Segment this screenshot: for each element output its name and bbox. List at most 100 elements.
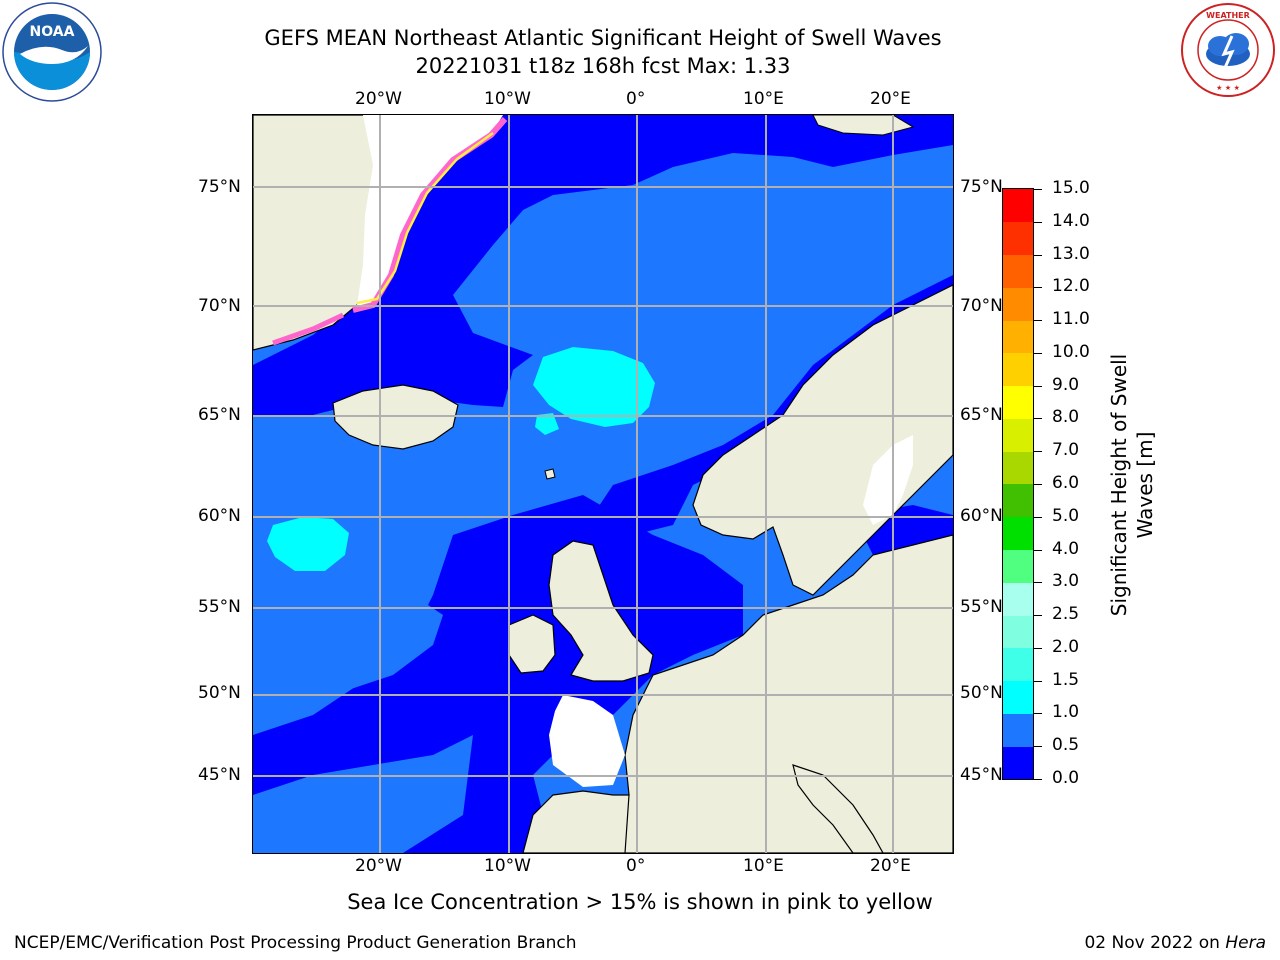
lon-label-top: 10°E (743, 89, 784, 109)
swell-cyan-patch (533, 347, 655, 427)
colorbar-segment (1003, 746, 1033, 780)
colorbar-tick-label: 9.0 (1052, 374, 1080, 395)
lon-label-top: 10°W (484, 89, 531, 109)
colorbar-segment (1003, 647, 1033, 682)
colorbar-segment (1003, 516, 1033, 551)
swell-low-zone (253, 495, 743, 853)
sea-ice-edge (356, 131, 494, 305)
lat-label-left: 55°N (198, 597, 241, 617)
colorbar-tick-label: 13.0 (1052, 243, 1090, 264)
lat-label-right: 65°N (960, 405, 1003, 425)
lon-label-bottom: 0° (626, 856, 646, 876)
colorbar (1002, 188, 1034, 780)
colorbar-tick (1034, 287, 1042, 289)
colorbar-tick (1034, 680, 1042, 682)
colorbar-tick-label: 4.0 (1052, 538, 1080, 559)
colorbar-tick (1034, 516, 1042, 518)
colorbar-tick-label: 2.0 (1052, 636, 1080, 657)
colorbar-tick-label: 15.0 (1052, 178, 1090, 198)
colorbar-tick-label: 12.0 (1052, 276, 1090, 297)
date-prefix: 02 Nov 2022 on (1084, 933, 1226, 953)
colorbar-title: Significant Height of Swell Waves [m] (1106, 354, 1158, 616)
colorbar-segment (1003, 680, 1033, 714)
swell-low-zone (433, 115, 953, 235)
lat-label-right: 75°N (960, 177, 1003, 197)
lat-label-right: 70°N (960, 296, 1003, 316)
land-italy (792, 764, 884, 853)
colorbar-segment (1003, 385, 1033, 419)
colorbar-segment (1003, 418, 1033, 452)
colorbar-tick (1034, 451, 1042, 453)
swell-cyan-patch (267, 517, 349, 571)
colorbar-tick-label: 5.0 (1052, 505, 1080, 526)
svg-text:WEATHER: WEATHER (1206, 11, 1250, 20)
colorbar-segment (1003, 582, 1033, 616)
colorbar-tick (1034, 484, 1042, 485)
colorbar-tick-label: 14.0 (1052, 210, 1090, 231)
colorbar-tick-label: 3.0 (1052, 571, 1080, 592)
land-ireland (508, 614, 556, 674)
colorbar-tick (1034, 549, 1042, 551)
no-data-region (549, 695, 625, 787)
colorbar-segment (1003, 352, 1033, 387)
colorbar-segment (1003, 254, 1033, 288)
swell-mid-zone (253, 595, 443, 715)
lon-label-top: 20°E (870, 89, 911, 109)
colorbar-tick (1034, 320, 1042, 322)
sea-ice-edge (272, 312, 345, 346)
lat-label-right: 55°N (960, 597, 1003, 617)
lat-label-left: 75°N (198, 177, 241, 197)
colorbar-tick (1034, 746, 1042, 748)
lon-label-bottom: 10°E (743, 856, 784, 876)
lon-label-top: 0° (626, 89, 646, 109)
lon-label-bottom: 20°W (355, 856, 402, 876)
colorbar-tick-label: 11.0 (1052, 309, 1090, 330)
map-panel (252, 114, 954, 854)
colorbar-tick (1034, 418, 1042, 420)
colorbar-segment (1003, 484, 1033, 518)
lat-label-right: 60°N (960, 506, 1003, 526)
land-faroe (544, 468, 556, 480)
colorbar-tick (1034, 779, 1042, 780)
colorbar-tick (1034, 221, 1042, 223)
colorbar-segment (1003, 287, 1033, 321)
lat-label-left: 70°N (198, 296, 241, 316)
colorbar-title-line: Waves [m] (1133, 431, 1157, 539)
no-data-region (863, 435, 913, 525)
colorbar-segment (1003, 615, 1033, 649)
swell-mid-zone (253, 735, 473, 853)
lat-label-left: 65°N (198, 405, 241, 425)
date-host: Hera (1225, 933, 1266, 953)
map-subtitle: 20221031 t18z 168h fcst Max: 1.33 (415, 54, 791, 78)
sea-ice-footnote: Sea Ice Concentration > 15% is shown in … (347, 890, 933, 914)
colorbar-segment (1003, 221, 1033, 256)
colorbar-segment (1003, 713, 1033, 747)
colorbar-segment (1003, 451, 1033, 485)
colorbar-tick (1034, 647, 1042, 649)
colorbar-segment (1003, 549, 1033, 583)
lon-label-bottom: 10°W (484, 856, 531, 876)
colorbar-tick (1034, 385, 1042, 387)
date-stamp: 02 Nov 2022 on Hera (1084, 933, 1266, 953)
lat-label-right: 50°N (960, 683, 1003, 703)
map-title: GEFS MEAN Northeast Atlantic Significant… (264, 26, 942, 50)
lon-label-bottom: 20°E (870, 856, 911, 876)
lat-label-left: 50°N (198, 683, 241, 703)
graticule (253, 115, 953, 853)
colorbar-tick-label: 10.0 (1052, 341, 1090, 362)
colorbar-tick-label: 6.0 (1052, 473, 1080, 493)
colorbar-tick (1034, 582, 1042, 584)
colorbar-segment (1003, 320, 1033, 354)
lat-label-left: 60°N (198, 506, 241, 526)
colorbar-tick-label: 1.0 (1052, 702, 1080, 723)
credit-text: NCEP/EMC/Verification Post Processing Pr… (14, 933, 577, 953)
svg-text:★ ★ ★: ★ ★ ★ (1216, 84, 1240, 92)
colorbar-tick (1034, 189, 1042, 190)
swell-cyan-patch (535, 413, 559, 435)
svg-text:NOAA: NOAA (30, 24, 75, 40)
land-svalbard (812, 115, 915, 136)
colorbar-tick (1034, 254, 1042, 256)
colorbar-tick (1034, 352, 1042, 354)
colorbar-tick (1034, 713, 1042, 715)
colorbar-tick-label: 2.5 (1052, 604, 1080, 625)
